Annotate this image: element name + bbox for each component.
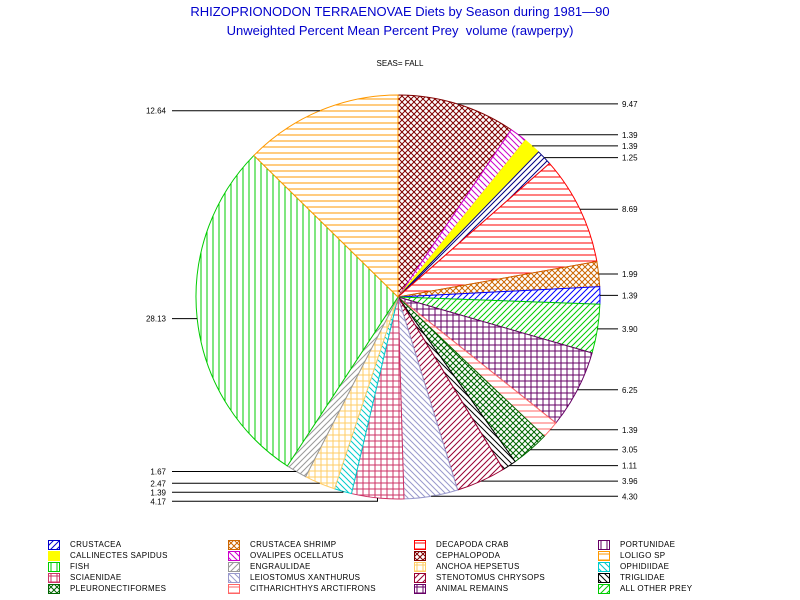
- value-label-sciaenidae: 4.17: [150, 497, 166, 506]
- pie-slice-cephalopoda: [397, 94, 512, 299]
- pie-slice-fish: [195, 154, 399, 467]
- value-label-cephalopoda: 9.47: [622, 100, 638, 109]
- chart-title-line-2: Unweighted Percent Mean Percent Prey vol…: [226, 23, 574, 38]
- value-label-triglidae: 1.11: [622, 462, 638, 471]
- pie-slices: [195, 94, 601, 500]
- value-label-citharichthys-arctifrons: 1.39: [622, 426, 638, 435]
- value-label-callinectes-sapidus: 1.39: [622, 142, 638, 151]
- value-label-ophidiidae: 1.39: [150, 488, 166, 497]
- leader-line-ophidiidae: [172, 491, 344, 493]
- value-label-ovalipes-ocellatus: 1.39: [622, 131, 638, 140]
- value-label-pleuronectiformes: 3.05: [622, 446, 638, 455]
- value-label-stenotomus-chrysops: 3.96: [622, 477, 638, 486]
- value-label-all-other-prey: 3.90: [622, 325, 638, 334]
- pie-value-labels: 9.47 1.39 1.39 1.25 8.69 1.99 1.39 3.90 6.25 1.39…: [146, 100, 638, 506]
- leader-line-sciaenidae: [172, 498, 378, 502]
- value-label-loligo-sp: 12.64: [146, 107, 167, 116]
- chart-title: RHIZOPRIONODON TERRAENOVAE Diets by Seas…: [190, 4, 610, 19]
- value-label-decapoda-crab: 8.69: [622, 205, 638, 214]
- value-label-crustacea: 1.25: [622, 154, 638, 163]
- value-label-crustacea: 1.39: [622, 291, 638, 300]
- value-label-leiostomus-xanthurus: 4.30: [622, 492, 638, 501]
- value-label-anchoa-hepsetus: 2.47: [150, 479, 166, 488]
- value-label-fish: 28.13: [146, 315, 167, 324]
- pie-leader-lines: [172, 103, 618, 502]
- chart-subtitle: SEAS= FALL: [376, 59, 424, 68]
- value-label-crustacea-shrimp: 1.99: [622, 270, 638, 279]
- value-label-engraulidae: 1.67: [150, 468, 166, 477]
- value-label-animal-remains: 6.25: [622, 386, 638, 395]
